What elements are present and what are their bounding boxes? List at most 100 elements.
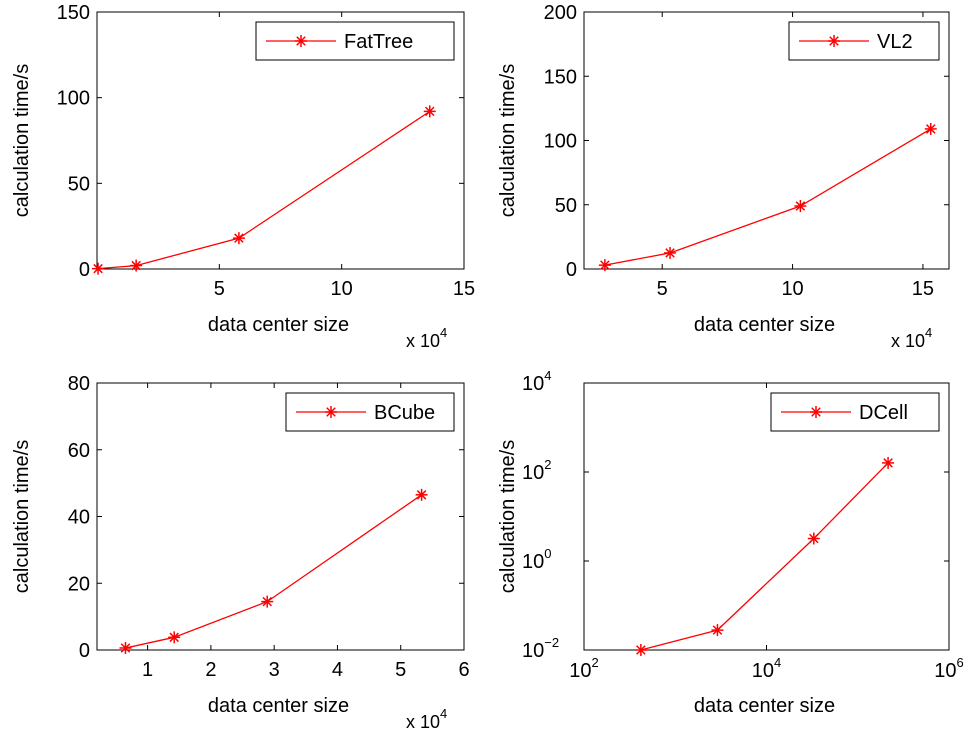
x-tick-label-base: 10 (934, 660, 956, 682)
x-multiplier: x 104 (406, 325, 447, 351)
x-tick-label-exp: 2 (592, 655, 599, 670)
x-multiplier-base: x 10 (891, 331, 925, 351)
x-tick-label-base: 10 (569, 660, 591, 682)
data-point-DCell-3 (807, 532, 820, 545)
y-tick-label: 150 (544, 66, 577, 88)
y-tick-label: 0 (79, 259, 90, 281)
x-tick-label: 5 (214, 278, 225, 300)
y-tick-label: 200 (544, 2, 577, 24)
legend-label: FatTree (344, 31, 413, 53)
x-tick-label: 15 (912, 278, 934, 300)
legend-label: BCube (374, 402, 435, 424)
x-tick-label: 5 (657, 278, 668, 300)
x-tick-label: 15 (453, 278, 475, 300)
x-axis-label: data center size (694, 695, 835, 717)
data-point-FatTree-4 (423, 105, 436, 118)
y-tick-label: 100 (544, 131, 577, 153)
legend-marker (828, 35, 840, 47)
x-tick-label-exp: 4 (774, 655, 781, 670)
y-tick-label: 102 (522, 457, 551, 484)
data-point-VL2-4 (924, 122, 937, 135)
y-tick-label-exp: 0 (544, 546, 551, 561)
x-tick-label: 10 (781, 278, 803, 300)
y-tick-label: 80 (68, 373, 90, 395)
y-tick-label: 100 (522, 546, 551, 573)
data-point-VL2-2 (664, 246, 677, 259)
x-multiplier-base: x 10 (406, 331, 440, 351)
y-tick-label: 50 (555, 195, 577, 217)
legend-label: VL2 (877, 31, 913, 53)
legend-marker (295, 35, 307, 47)
y-tick-label-base: 10 (522, 373, 544, 395)
x-multiplier-exp: 4 (440, 706, 447, 721)
data-point-FatTree-2 (130, 259, 143, 272)
legend-marker (810, 406, 822, 418)
legend-box (285, 392, 455, 432)
x-tick-label: 3 (269, 659, 280, 681)
data-point-FatTree-3 (232, 232, 245, 245)
data-point-DCell-4 (882, 456, 895, 469)
x-tick-label: 102 (569, 655, 598, 682)
data-point-BCube-1 (119, 641, 132, 654)
legend: FatTree (255, 21, 455, 61)
y-axis-label: calculation time/s (11, 440, 33, 593)
x-multiplier-exp: 4 (925, 325, 932, 340)
y-tick-label: 50 (68, 173, 90, 195)
y-axis-label: calculation time/s (497, 440, 519, 593)
y-tick-label-base: 10 (522, 640, 544, 662)
data-point-DCell-1 (634, 644, 647, 656)
y-tick-label: 150 (57, 2, 90, 24)
x-multiplier-exp: 4 (440, 325, 447, 340)
y-tick-label-base: 10 (522, 462, 544, 484)
y-tick-label: 0 (79, 640, 90, 662)
y-axis-label: calculation time/s (11, 64, 33, 217)
x-multiplier: x 104 (406, 706, 447, 729)
y-tick-label: 40 (68, 507, 90, 529)
series-line-FatTree (98, 110, 431, 270)
y-axis-label: calculation time/s (497, 64, 519, 217)
x-multiplier-base: x 10 (406, 712, 440, 729)
data-point-DCell-2 (711, 624, 724, 637)
data-point-FatTree-1 (92, 262, 105, 275)
x-tick-label: 106 (934, 655, 963, 682)
y-tick-label: 100 (57, 88, 90, 110)
y-tick-label: 60 (68, 440, 90, 462)
x-tick-label: 6 (458, 659, 469, 681)
x-tick-label: 1 (142, 659, 153, 681)
x-tick-label-exp: 6 (957, 655, 964, 670)
x-tick-label: 4 (332, 659, 343, 681)
x-axis-label: data center size (694, 314, 835, 336)
x-tick-label-base: 10 (752, 660, 774, 682)
data-point-VL2-3 (794, 200, 807, 213)
legend: DCell (770, 392, 940, 432)
data-point-BCube-2 (168, 631, 181, 644)
x-tick-label: 5 (395, 659, 406, 681)
y-tick-label: 104 (522, 368, 551, 395)
y-tick-label-base: 10 (522, 551, 544, 573)
legend-label: DCell (859, 402, 908, 424)
legend-marker (325, 406, 337, 418)
legend: VL2 (788, 21, 940, 61)
y-tick-label: 20 (68, 573, 90, 595)
x-axis-label: data center size (208, 695, 349, 717)
data-point-VL2-1 (598, 259, 611, 272)
x-axis-label: data center size (208, 314, 349, 336)
x-tick-label: 2 (205, 659, 216, 681)
y-tick-label-exp: 4 (544, 368, 551, 383)
y-tick-label: 0 (566, 259, 577, 281)
series-line-VL2 (604, 128, 932, 266)
series-line-BCube (125, 494, 422, 649)
series-line-DCell (640, 462, 889, 651)
x-tick-label: 10 (331, 278, 353, 300)
data-point-BCube-4 (415, 488, 428, 501)
y-tick-label: 10−2 (522, 635, 559, 662)
legend-box (255, 21, 455, 61)
x-multiplier: x 104 (891, 325, 932, 351)
legend: BCube (285, 392, 455, 432)
x-tick-label: 104 (752, 655, 781, 682)
